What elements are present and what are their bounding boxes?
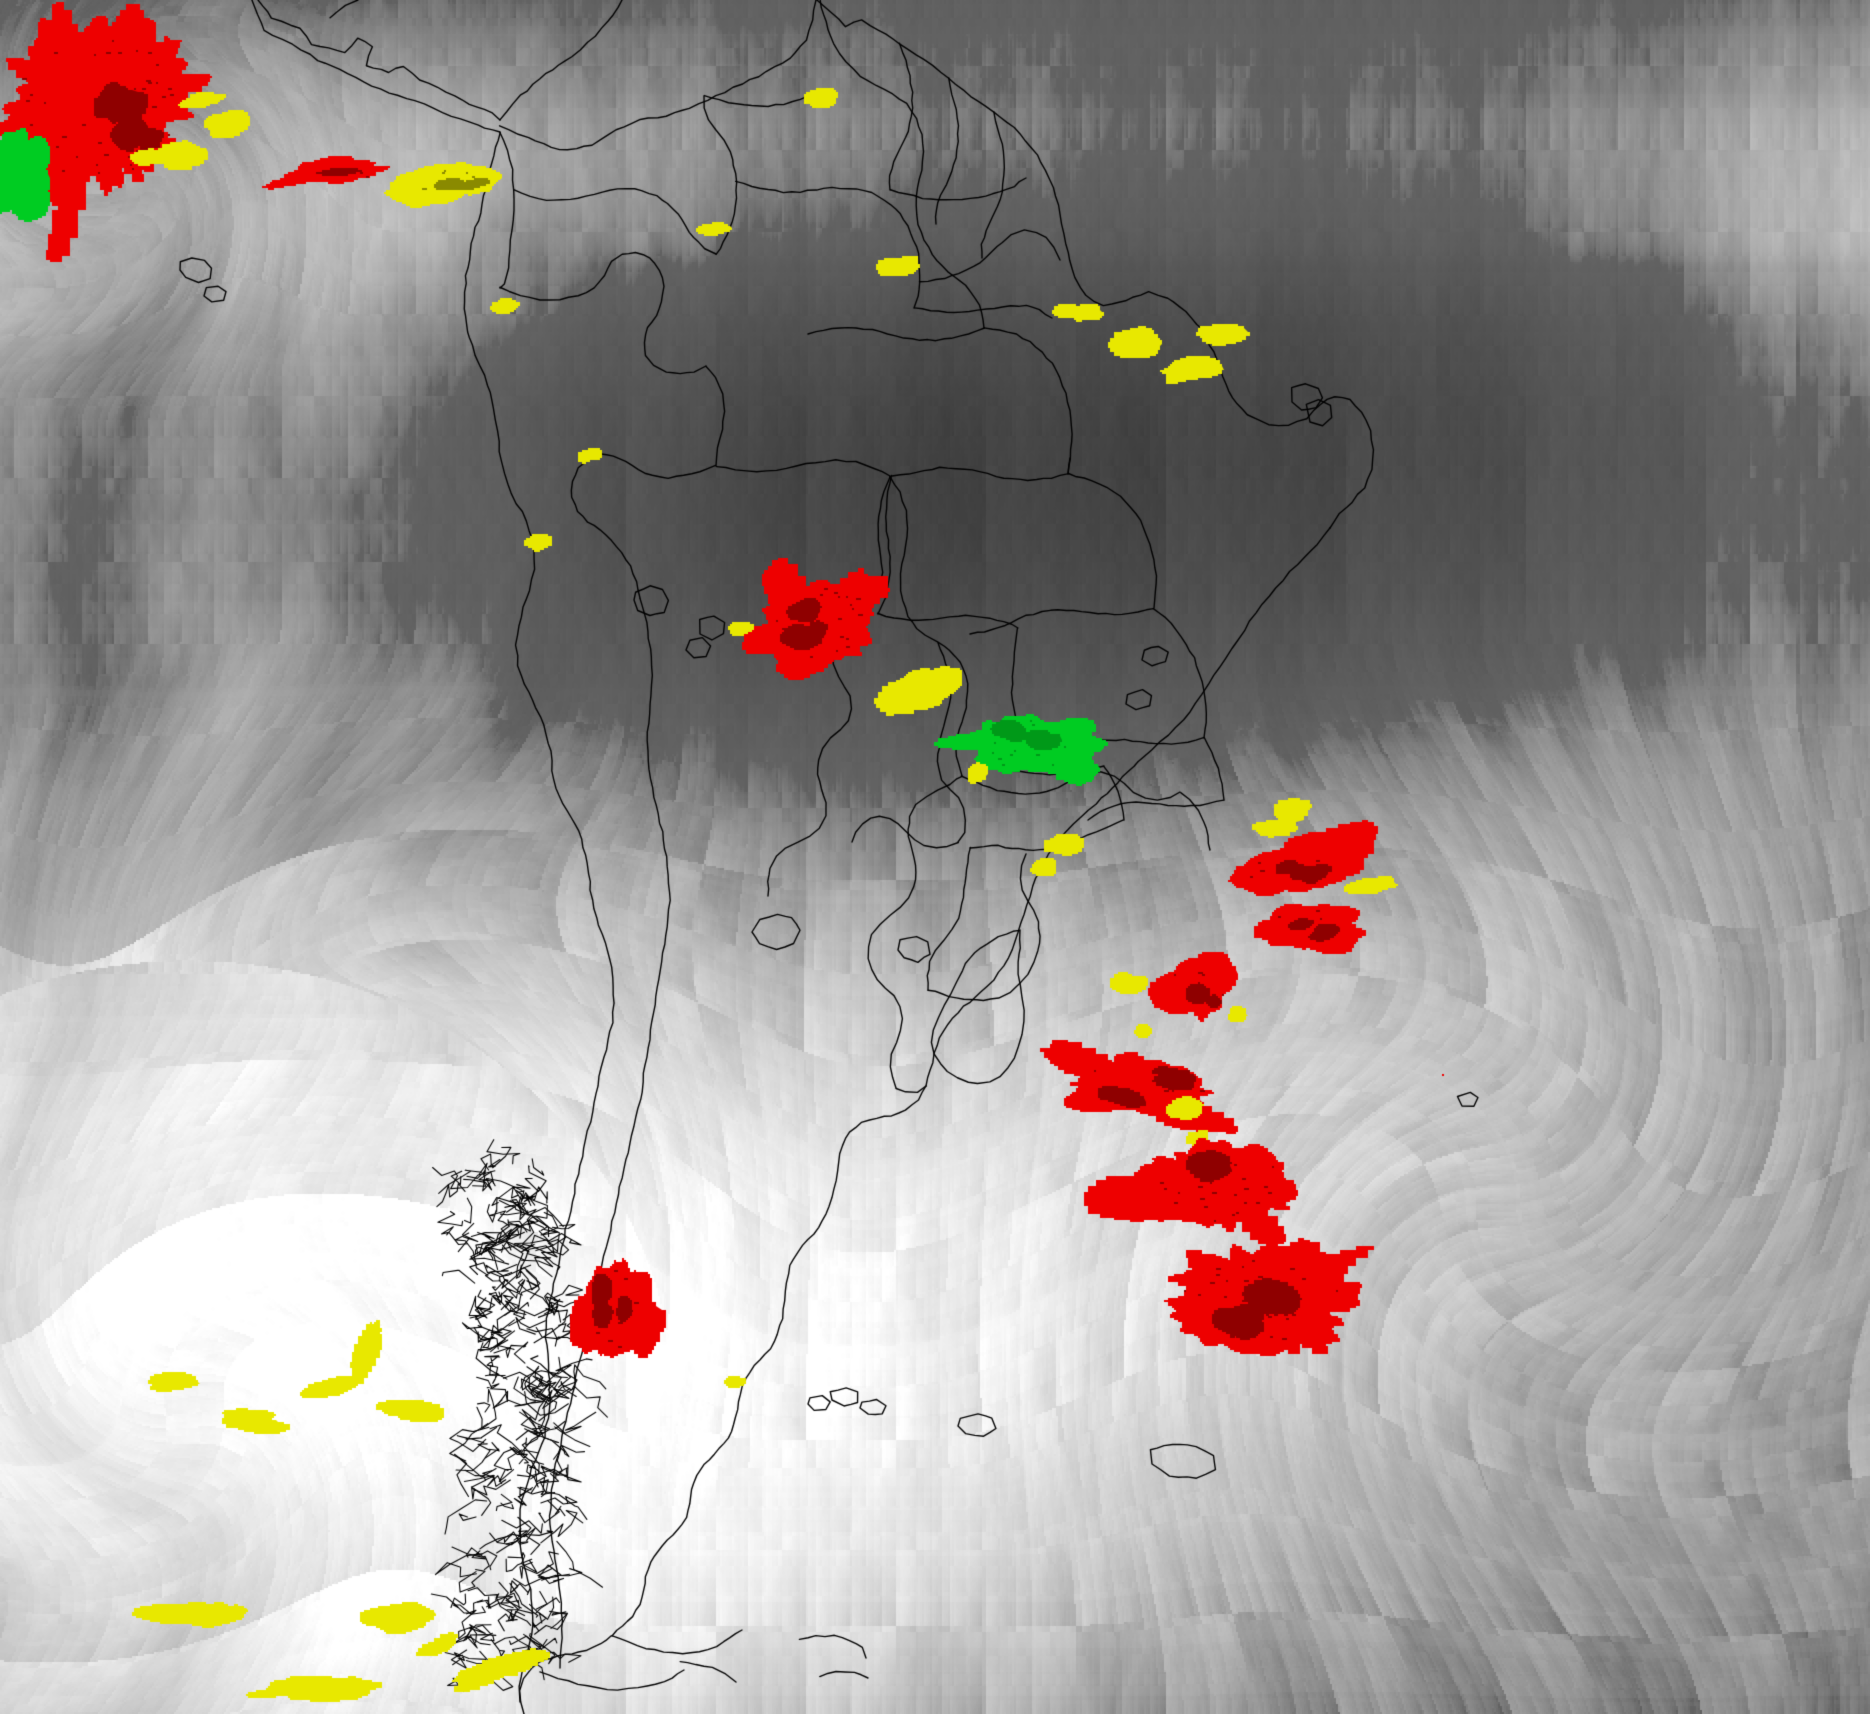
satellite-map-viewport[interactable]: Infrared Satellite Imagery with Convecti…	[0, 0, 1870, 1714]
convective-cell-overlay-layer	[0, 0, 1870, 1714]
